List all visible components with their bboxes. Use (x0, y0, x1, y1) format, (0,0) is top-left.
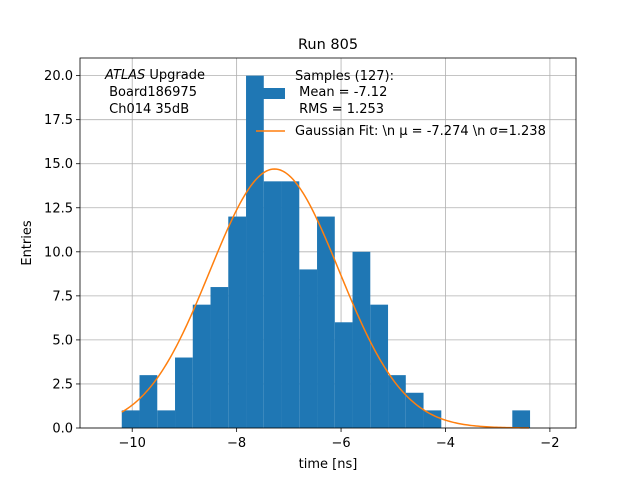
x-tick-label: −6 (331, 436, 350, 451)
histogram-bar (352, 251, 371, 428)
histogram-bar (121, 410, 140, 428)
y-tick-label: 0.0 (52, 422, 73, 437)
y-tick-label: 12.5 (44, 201, 73, 216)
annotation-atlas: ATLAS (104, 68, 145, 83)
histogram-bar (423, 410, 442, 428)
annotation-line-3: Ch014 35dB (105, 102, 189, 117)
legend: Samples (127): Mean = -7.12 RMS = 1.253 … (256, 69, 546, 139)
x-axis-ticks: −10 −8 −6 −4 −2 (118, 428, 559, 451)
y-tick-label: 10.0 (44, 245, 73, 260)
histogram-bar (175, 357, 193, 428)
y-axis-ticks: 0.0 2.5 5.0 7.5 10.0 12.5 15.0 17.5 20.0 (44, 69, 80, 437)
histogram-bar (228, 216, 247, 428)
histogram-bar (210, 287, 229, 428)
legend-samples-line-1: Samples (127): (295, 69, 394, 84)
histogram-bar (263, 181, 282, 428)
histogram-bar (157, 410, 176, 428)
y-tick-label: 17.5 (44, 113, 73, 128)
x-tick-label: −10 (118, 436, 145, 451)
annotation-box: ATLAS Upgrade Board186975 Ch014 35dB (104, 68, 205, 117)
legend-samples-swatch (256, 88, 285, 99)
x-axis-label: time [ns] (299, 457, 358, 472)
chart-title: Run 805 (298, 37, 358, 53)
y-tick-label: 2.5 (52, 377, 73, 392)
y-tick-label: 15.0 (44, 157, 73, 172)
legend-samples-line-3: RMS = 1.253 (295, 102, 384, 117)
legend-samples-line-2: Mean = -7.12 (295, 85, 387, 100)
x-tick-label: −4 (436, 436, 455, 451)
histogram-bar (370, 304, 389, 428)
histogram-bar (317, 216, 335, 428)
annotation-line-2: Board186975 (105, 85, 197, 100)
histogram-bars (121, 75, 531, 428)
histogram-bar (512, 410, 531, 428)
plot-frame (79, 57, 577, 429)
annotation-upgrade: Upgrade (145, 68, 205, 83)
x-tick-label: −8 (227, 436, 246, 451)
histogram-bar (405, 392, 424, 428)
histogram-bar (299, 269, 318, 428)
legend-fit-label: Gaussian Fit: \n μ = -7.274 \n σ=1.238 (295, 124, 546, 139)
y-tick-label: 5.0 (52, 333, 73, 348)
histogram-bar (334, 322, 353, 428)
histogram-bar (388, 375, 406, 428)
gaussian-fit-curve (121, 168, 530, 429)
x-tick-label: −2 (540, 436, 559, 451)
annotation-line-1: ATLAS Upgrade (104, 68, 205, 83)
y-tick-label: 20.0 (44, 69, 73, 84)
y-tick-label: 7.5 (52, 289, 73, 304)
histogram-bar (139, 375, 158, 428)
histogram-bar (192, 304, 211, 428)
histogram-bar (246, 75, 264, 428)
histogram-bar (281, 181, 300, 428)
y-axis-label: Entries (20, 220, 35, 266)
